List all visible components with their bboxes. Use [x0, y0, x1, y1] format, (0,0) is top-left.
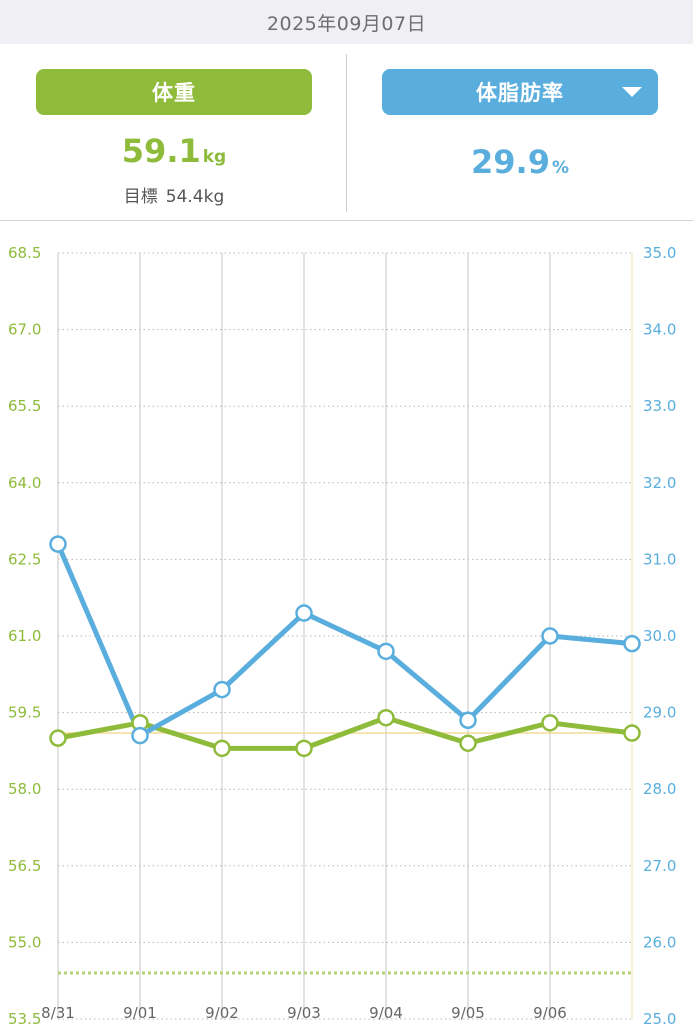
y-right-tick-label: 26.0 [643, 933, 676, 951]
y-right-tick-label: 31.0 [643, 550, 676, 568]
weight-data-point [295, 739, 313, 758]
body-fat-number: 29.9 [471, 143, 550, 181]
x-tick-label: 9/03 [287, 1004, 321, 1022]
x-tick-label: 8/31 [41, 1004, 75, 1022]
body-fat-data-point [49, 535, 67, 553]
body-fat-dropdown[interactable]: 体脂肪率 [382, 69, 658, 115]
body-fat-data-point [295, 604, 313, 622]
x-tick-label: 9/01 [123, 1004, 157, 1022]
goal-label: 目標 [123, 187, 158, 207]
summary-panel: 体重 59.1 kg 目標 54.4kg 体脂肪率 29.9% [0, 44, 693, 221]
chevron-down-icon [622, 87, 642, 97]
y-left-tick-label: 62.5 [8, 550, 41, 568]
y-right-tick-label: 27.0 [643, 857, 676, 875]
y-right-tick-label: 30.0 [643, 627, 676, 645]
body-fat-data-point [541, 627, 559, 645]
y-left-tick-label: 53.5 [8, 1010, 41, 1024]
x-tick-label: 9/04 [369, 1004, 403, 1022]
date-label: 2025年09月07日 [266, 12, 427, 35]
y-right-tick-label: 35.0 [643, 244, 676, 262]
y-left-tick-label: 64.0 [8, 474, 41, 492]
body-fat-unit: % [551, 158, 569, 178]
body-fat-data-point [459, 711, 477, 730]
weight-data-point [541, 714, 559, 732]
body-fat-data-point [377, 642, 395, 661]
date-header[interactable]: 2025年09月07日 [0, 0, 693, 44]
body-fat-series-line [55, 541, 635, 739]
y-right-tick-label: 34.0 [643, 321, 676, 339]
weight-data-point [459, 734, 477, 752]
body-fat-data-point [623, 634, 641, 653]
weight-tab[interactable]: 体重 [36, 69, 312, 115]
y-left-tick-label: 55.0 [8, 933, 41, 951]
y-right-tick-label: 28.0 [643, 780, 676, 798]
body-fat-value: 29.9% [382, 143, 658, 181]
x-tick-label: 9/06 [533, 1004, 567, 1022]
weight-number: 59.1 [121, 132, 201, 170]
weight-data-point [623, 724, 641, 742]
y-left-tick-label: 61.0 [8, 627, 41, 645]
weight-bodyfat-chart[interactable]: 68.5 67.0 65.5 64.0 62.5 61.0 59.5 58.0 56.5 55.0… [0, 222, 693, 1024]
y-left-tick-label: 56.5 [8, 857, 41, 875]
y-left-tick-label: 58.0 [8, 780, 41, 798]
weight-data-point [377, 708, 395, 727]
x-tick-label: 9/02 [205, 1004, 239, 1022]
y-right-tick-label: 29.0 [643, 704, 676, 722]
body-fat-label: 体脂肪率 [476, 81, 564, 105]
y-right-tick-label: 32.0 [643, 474, 676, 492]
weight-goal: 目標 54.4kg [36, 182, 312, 207]
summary-divider [346, 54, 347, 212]
y-left-tick-label: 59.5 [8, 704, 41, 722]
goal-value: 54.4kg [165, 187, 225, 207]
weight-data-point [49, 729, 67, 747]
weight-unit: kg [202, 147, 227, 167]
weight-value: 59.1 kg [36, 132, 312, 170]
y-left-tick-label: 65.5 [8, 397, 41, 415]
body-fat-data-point [213, 680, 231, 699]
weight-data-point [213, 739, 231, 758]
y-right-tick-label: 25.0 [643, 1010, 676, 1024]
body-fat-data-point [131, 726, 149, 745]
weight-tab-label: 体重 [152, 81, 196, 105]
x-tick-label: 9/05 [451, 1004, 485, 1022]
y-left-tick-label: 68.5 [8, 244, 41, 262]
y-right-tick-label: 33.0 [643, 397, 676, 415]
y-left-tick-label: 67.0 [8, 321, 41, 339]
